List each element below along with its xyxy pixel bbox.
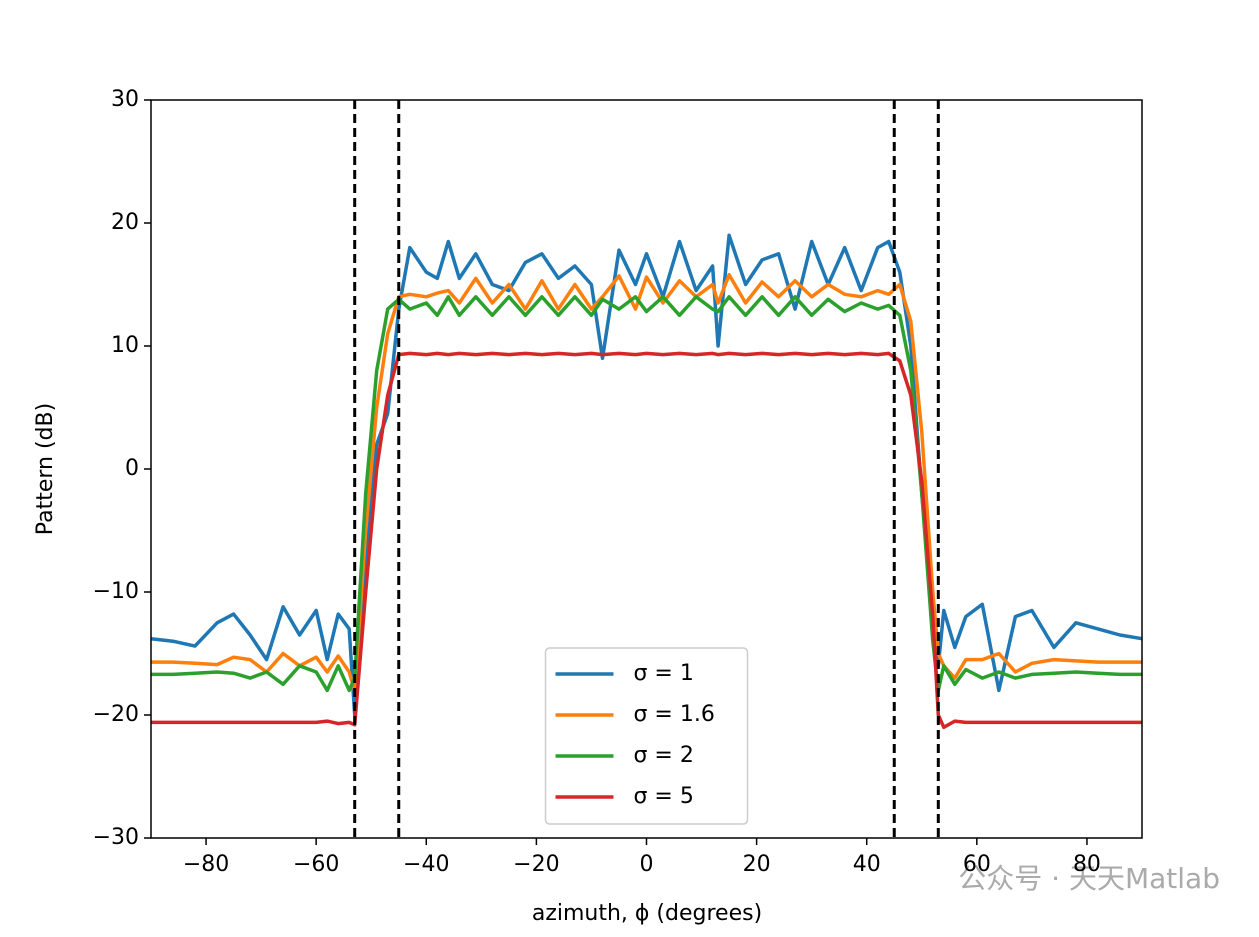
legend-label: σ = 5 bbox=[634, 784, 694, 809]
x-tick-label: 20 bbox=[743, 852, 771, 877]
series-line bbox=[151, 351, 1142, 730]
y-axis-label: Pattern (dB) bbox=[33, 403, 58, 535]
x-tick-label: 80 bbox=[1073, 852, 1101, 877]
x-tick-label: −40 bbox=[403, 852, 449, 877]
series-line bbox=[151, 272, 1142, 693]
y-tick-label: 30 bbox=[111, 87, 139, 112]
x-tick-label: −80 bbox=[183, 852, 229, 877]
watermark: 公众号 · 天天Matlab bbox=[958, 862, 1220, 895]
plot-frame bbox=[150, 99, 1143, 839]
legend-label: σ = 2 bbox=[634, 743, 694, 768]
x-tick-label: −60 bbox=[293, 852, 339, 877]
x-tick-label: 0 bbox=[640, 852, 654, 877]
x-tick-label: 60 bbox=[963, 852, 991, 877]
x-axis-label: azimuth, ϕ (degrees) bbox=[532, 901, 762, 926]
y-tick-label: 20 bbox=[111, 210, 139, 235]
series-line bbox=[150, 233, 1143, 717]
y-tick-label: −20 bbox=[93, 702, 139, 727]
legend-box bbox=[544, 647, 749, 825]
y-tick-label: −30 bbox=[93, 825, 139, 850]
y-tick-label: 0 bbox=[125, 456, 139, 481]
legend-label: σ = 1.6 bbox=[634, 702, 715, 727]
x-tick-label: 40 bbox=[853, 852, 881, 877]
legend-label: σ = 1 bbox=[634, 661, 694, 686]
x-tick-label: −20 bbox=[513, 852, 559, 877]
y-tick-label: −10 bbox=[93, 579, 139, 604]
y-tick-label: 10 bbox=[111, 333, 139, 358]
series-line bbox=[151, 295, 1142, 693]
